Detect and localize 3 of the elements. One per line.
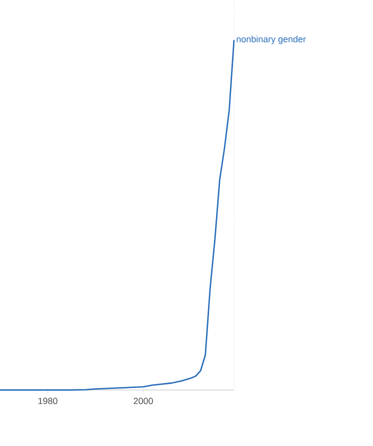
x-tick-label: 2000 <box>134 398 153 404</box>
x-tick-label: 1980 <box>38 398 58 404</box>
series-label: nonbinary gender <box>236 36 306 44</box>
